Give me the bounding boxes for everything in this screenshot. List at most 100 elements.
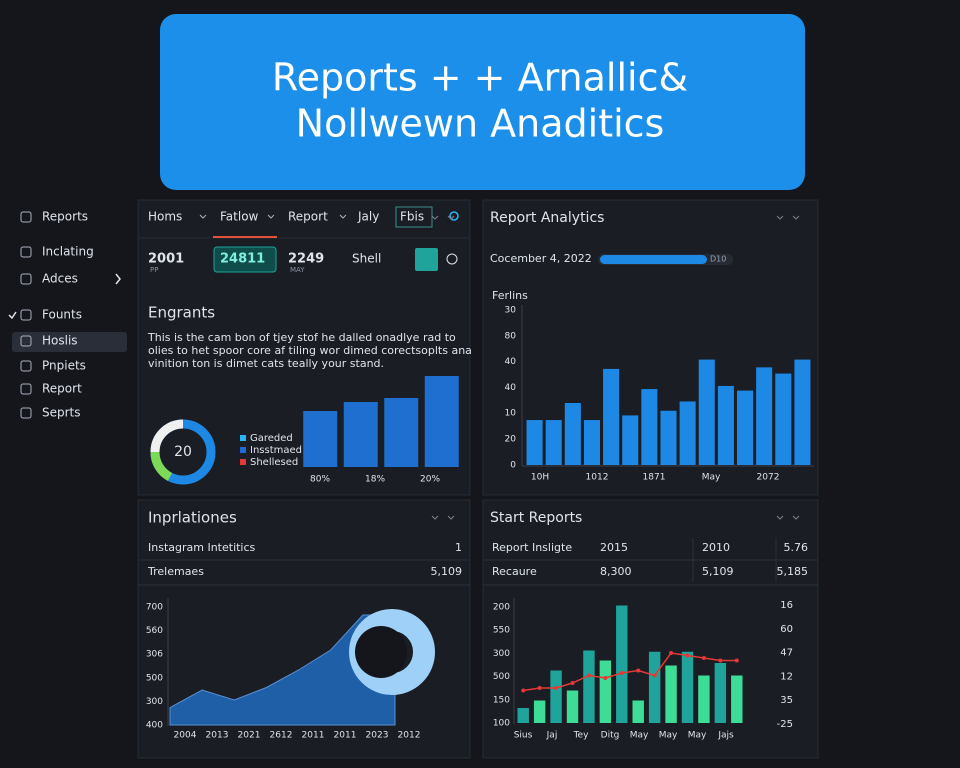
bar — [717, 385, 734, 465]
bar — [681, 651, 694, 723]
nav-item[interactable]: Report — [42, 382, 82, 396]
x-tick-label: 2021 — [238, 731, 261, 741]
y-tick-label: 100 — [493, 719, 510, 729]
legend-label: Shellesed — [250, 457, 298, 468]
legend-swatch — [240, 459, 246, 465]
tab[interactable]: Report — [288, 210, 328, 224]
description: vinition ton is dimet cats teally your s… — [148, 357, 384, 370]
bar — [622, 415, 639, 465]
x-tick-label: May — [702, 473, 721, 483]
nav-item[interactable]: Seprts — [42, 406, 81, 420]
y-tick-label: 500 — [146, 673, 163, 683]
legend-label: Insstmaed — [250, 445, 302, 456]
x-tick-label: Jajs — [717, 731, 734, 741]
y2-tick-label: 47 — [780, 648, 793, 659]
row-value: 5,109 — [431, 565, 463, 578]
table-cell: Report Insligte — [492, 541, 572, 554]
bar — [736, 390, 754, 465]
nav-icon — [20, 383, 32, 395]
line-point — [734, 658, 739, 663]
panel-title: Inprlationes — [148, 509, 237, 527]
y2-tick-label: 16 — [780, 600, 793, 611]
nav-item[interactable]: Pnpiets — [42, 359, 86, 373]
x-tick-label: 18% — [365, 475, 385, 485]
progress-label: D10 — [710, 255, 726, 264]
y-tick-label: 30 — [505, 306, 517, 316]
bar — [756, 367, 773, 465]
x-tick-label: 10H — [531, 473, 549, 483]
search-icon[interactable] — [449, 211, 459, 221]
row-value: 1 — [455, 541, 462, 554]
y-tick-label: 10 — [505, 409, 517, 419]
refresh-icon[interactable] — [446, 253, 458, 265]
bar — [550, 670, 562, 723]
panel-menu[interactable] — [431, 215, 455, 220]
x-tick-label: May — [659, 731, 678, 741]
nav-icon — [20, 407, 32, 419]
bar — [545, 420, 562, 465]
x-tick-label: 20% — [420, 475, 440, 485]
panel-menu[interactable] — [776, 215, 800, 220]
tab-chevron — [339, 214, 347, 219]
row-label: Instagram Intetitics — [148, 541, 256, 554]
y2-tick-label: 12 — [780, 671, 793, 682]
ring-hole — [355, 626, 407, 678]
bar — [384, 398, 419, 467]
nav-icon — [20, 335, 32, 347]
tab[interactable]: Fatlow — [220, 210, 259, 224]
icon — [415, 248, 438, 271]
badge — [213, 246, 277, 273]
panel-title: Engrants — [148, 304, 215, 322]
nav-item[interactable]: Hoslis — [42, 334, 78, 348]
table-cell: 2015 — [600, 541, 628, 554]
chevron — [115, 273, 121, 285]
legend-label: Gareded — [250, 433, 293, 444]
bar — [698, 675, 710, 723]
nav-icon — [20, 309, 32, 321]
line-point — [636, 668, 641, 673]
x-tick-label: 2013 — [206, 731, 229, 741]
stat-value: 2001 — [148, 252, 184, 267]
bar — [303, 411, 338, 467]
y-tick-label: 300 — [146, 697, 163, 707]
panel-menu[interactable] — [431, 515, 455, 520]
tab[interactable]: Jaly — [357, 210, 379, 224]
nav-icon — [20, 246, 32, 258]
bar — [424, 376, 459, 467]
bar — [616, 605, 628, 723]
x-tick-label: 2004 — [174, 731, 197, 741]
line — [523, 652, 737, 692]
tab[interactable]: Homs — [148, 210, 182, 224]
y-tick-label: 150 — [493, 695, 510, 705]
legend-swatch — [240, 435, 246, 441]
y-tick-label: 40 — [505, 383, 517, 393]
panel-title: Report Analytics — [490, 210, 604, 226]
bar — [714, 663, 727, 723]
stat-sub: PP — [150, 266, 158, 274]
nav-item[interactable]: Adces — [42, 272, 78, 286]
panel-menu[interactable] — [776, 515, 800, 520]
donut-label: 20 — [174, 444, 192, 460]
bar — [641, 389, 658, 465]
tab[interactable]: Fbis — [400, 210, 424, 224]
stat-sub: MAY — [290, 266, 305, 274]
nav-item[interactable]: Founts — [42, 308, 82, 322]
x-tick-label: 1012 — [586, 473, 609, 483]
nav-item[interactable]: Reports — [42, 210, 88, 224]
y-tick-label: 560 — [146, 626, 163, 636]
bar — [731, 675, 743, 723]
nav-icon — [20, 273, 32, 285]
y2-tick-label: -25 — [777, 719, 793, 730]
bar — [679, 401, 696, 465]
y-tick-label: 20 — [505, 435, 517, 445]
donut-segment — [150, 419, 184, 453]
bar — [599, 660, 612, 723]
bar — [533, 700, 546, 723]
table-cell: 5,185 — [777, 565, 809, 578]
line-point — [537, 686, 542, 690]
tab-box — [395, 206, 433, 228]
nav-item[interactable]: Inclating — [42, 245, 94, 259]
table-cell: Recaure — [492, 565, 537, 578]
banner-title: Reports + + Arnallic& — [272, 56, 688, 100]
